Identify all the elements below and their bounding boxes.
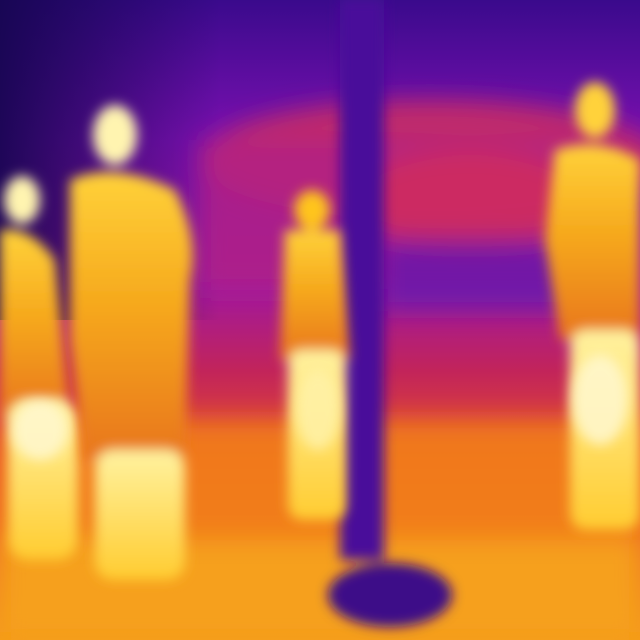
lamp-post — [328, 0, 452, 627]
person-child — [280, 190, 350, 520]
heat-highlights — [12, 355, 628, 460]
person-center-left — [70, 105, 193, 580]
